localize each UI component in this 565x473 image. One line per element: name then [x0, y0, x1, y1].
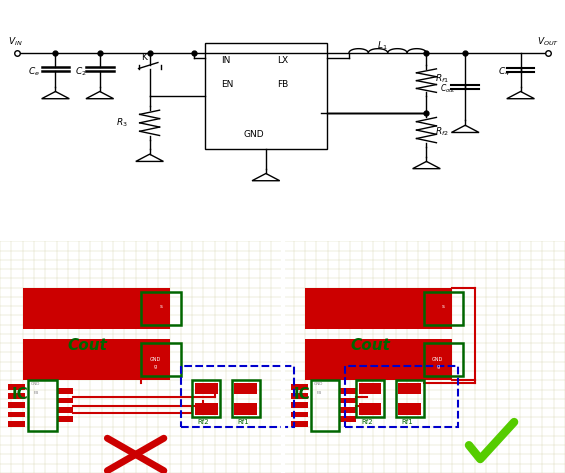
Bar — [8, 421, 25, 427]
Text: Rf1: Rf1 — [237, 420, 249, 425]
Text: GND: GND — [314, 382, 323, 386]
Text: IC: IC — [294, 387, 311, 402]
Bar — [28, 380, 56, 431]
Bar — [311, 380, 339, 431]
Bar — [291, 421, 308, 427]
Bar — [339, 398, 356, 403]
Bar — [305, 288, 452, 329]
Bar — [291, 393, 308, 399]
Text: GND: GND — [432, 357, 444, 362]
Bar — [305, 339, 452, 380]
Bar — [23, 339, 170, 380]
Bar — [396, 380, 424, 417]
Text: GND: GND — [150, 357, 161, 362]
Text: K: K — [141, 53, 147, 62]
Bar — [339, 407, 356, 413]
Text: $C_2$: $C_2$ — [75, 66, 86, 78]
Text: s: s — [442, 304, 445, 308]
Bar — [345, 367, 458, 427]
Bar — [56, 388, 73, 394]
Text: g: g — [154, 364, 157, 369]
Text: Rf2: Rf2 — [362, 420, 373, 425]
Bar — [359, 403, 381, 415]
Text: s: s — [159, 304, 163, 308]
Text: $R_3$: $R_3$ — [116, 116, 128, 129]
Text: GND: GND — [31, 382, 41, 386]
Text: $C_e$: $C_e$ — [28, 66, 40, 78]
Bar — [339, 388, 356, 394]
Text: Cout: Cout — [350, 338, 390, 353]
Text: FB: FB — [316, 391, 321, 395]
Bar — [141, 343, 181, 376]
Text: $C_4$: $C_4$ — [498, 66, 510, 78]
Text: $V_{OUT}$: $V_{OUT}$ — [537, 35, 559, 48]
Text: Rf1: Rf1 — [401, 420, 413, 425]
Bar — [56, 416, 73, 422]
Bar — [8, 384, 25, 390]
Bar — [8, 393, 25, 399]
Bar — [398, 403, 421, 415]
Bar — [359, 383, 381, 394]
Bar — [56, 398, 73, 403]
Bar — [424, 292, 463, 324]
Text: LX: LX — [277, 55, 288, 64]
Text: IN: IN — [221, 55, 231, 64]
Bar — [291, 403, 308, 408]
Text: Cout: Cout — [68, 338, 108, 353]
Bar — [424, 343, 463, 376]
Bar — [56, 407, 73, 413]
Bar — [339, 416, 356, 422]
Text: g: g — [436, 364, 440, 369]
Bar — [8, 403, 25, 408]
Text: Rf2: Rf2 — [198, 420, 210, 425]
Bar — [232, 380, 260, 417]
Bar — [291, 384, 308, 390]
Text: GND: GND — [244, 131, 264, 140]
Text: FB: FB — [34, 391, 39, 395]
Bar — [205, 43, 327, 149]
Bar — [234, 403, 257, 415]
Bar — [234, 383, 257, 394]
Text: $C_{out}$: $C_{out}$ — [440, 82, 457, 95]
Bar — [181, 367, 294, 427]
Bar — [398, 383, 421, 394]
Text: $L_1$: $L_1$ — [377, 39, 387, 52]
Text: $R_{f2}$: $R_{f2}$ — [435, 126, 449, 139]
Bar — [141, 292, 181, 324]
Text: FB: FB — [277, 79, 288, 88]
Text: $R_{f1}$: $R_{f1}$ — [435, 73, 449, 85]
Text: IC: IC — [11, 387, 28, 402]
Text: $V_{IN}$: $V_{IN}$ — [8, 35, 23, 48]
Bar — [195, 383, 218, 394]
Bar — [23, 288, 170, 329]
Bar — [195, 403, 218, 415]
Bar — [8, 412, 25, 417]
Bar — [291, 412, 308, 417]
Bar — [356, 380, 384, 417]
Text: EN: EN — [221, 79, 234, 88]
Bar — [192, 380, 220, 417]
